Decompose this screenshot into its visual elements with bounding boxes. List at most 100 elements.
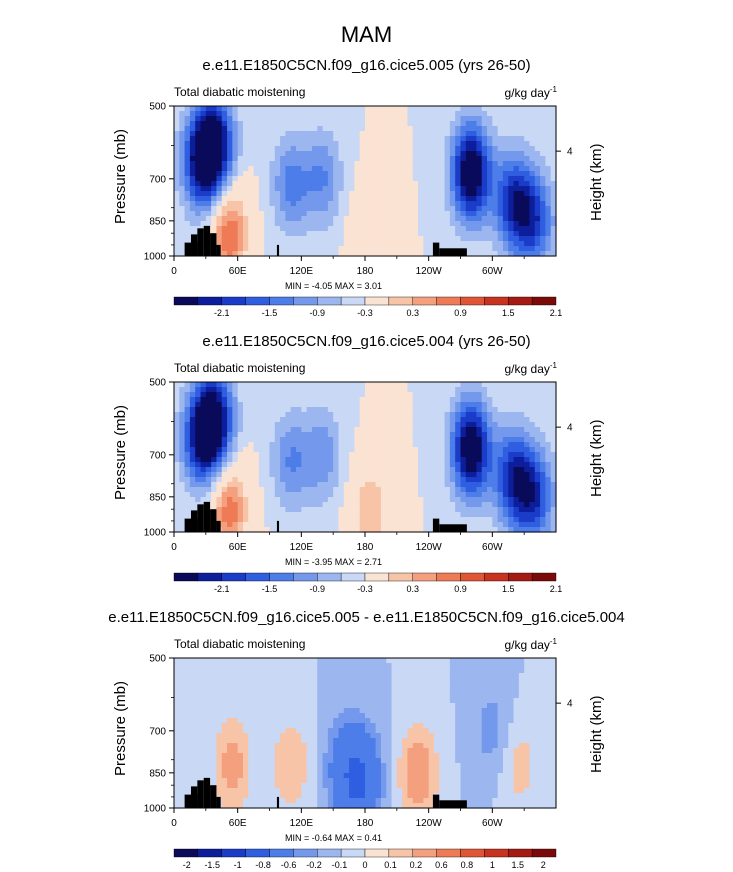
heatmap-cell xyxy=(428,121,435,127)
heatmap-cell xyxy=(423,121,430,127)
heatmap-cell xyxy=(508,452,515,458)
heatmap-cell xyxy=(487,477,493,483)
heatmap-cell xyxy=(433,221,440,227)
heatmap-cell xyxy=(508,442,515,448)
heatmap-cell xyxy=(200,186,207,192)
heatmap-cell xyxy=(518,527,525,533)
heatmap-cell xyxy=(317,226,324,232)
heatmap-cell xyxy=(227,738,233,744)
heatmap-cell xyxy=(184,773,191,779)
heatmap-cell xyxy=(184,482,191,488)
heatmap-cell xyxy=(402,487,409,493)
heatmap-cell xyxy=(492,206,499,212)
heatmap-cell xyxy=(343,527,350,533)
heatmap-cell xyxy=(232,743,239,749)
heatmap-cell xyxy=(227,236,233,242)
heatmap-cell xyxy=(476,121,483,127)
heatmap-cell xyxy=(189,146,196,152)
heatmap-cell xyxy=(195,141,202,147)
heatmap-cell xyxy=(428,457,435,463)
heatmap-cell xyxy=(232,718,239,724)
heatmap-cell xyxy=(497,151,504,157)
heatmap-cell xyxy=(211,417,218,423)
heatmap-cell xyxy=(184,432,191,438)
heatmap-cell xyxy=(184,708,191,714)
heatmap-cell xyxy=(248,437,255,443)
heatmap-cell xyxy=(189,778,196,784)
heatmap-cell xyxy=(375,141,382,147)
heatmap-cell xyxy=(258,151,265,157)
heatmap-cell xyxy=(540,507,546,513)
heatmap-cell xyxy=(264,397,271,403)
heatmap-cell xyxy=(274,136,281,142)
heatmap-cell xyxy=(211,407,218,413)
heatmap-cell xyxy=(174,668,180,674)
heatmap-cell xyxy=(407,111,414,117)
heatmap-cell xyxy=(412,497,419,503)
colorbar-swatch xyxy=(293,296,318,306)
heatmap-cell xyxy=(359,126,366,132)
heatmap-cell xyxy=(354,412,361,418)
heatmap-cell xyxy=(449,417,456,423)
heatmap-cell xyxy=(211,472,218,478)
heatmap-cell xyxy=(343,141,350,147)
heatmap-cell xyxy=(338,126,345,132)
heatmap-cell xyxy=(211,146,218,152)
heatmap-cell xyxy=(433,502,440,508)
heatmap-cell xyxy=(370,442,377,448)
heatmap-cell xyxy=(375,492,382,498)
heatmap-cell xyxy=(465,196,472,202)
heatmap-cell xyxy=(449,106,456,112)
heatmap-cell xyxy=(370,402,377,408)
heatmap-cell xyxy=(402,527,409,533)
heatmap-cell xyxy=(433,422,440,428)
heatmap-cell xyxy=(460,156,467,162)
heatmap-cell xyxy=(534,507,541,513)
heatmap-cell xyxy=(232,417,239,423)
heatmap-cell xyxy=(529,407,536,413)
heatmap-cell xyxy=(396,402,403,408)
heatmap-cell xyxy=(492,221,499,227)
heatmap-cell xyxy=(540,251,546,257)
colorbar-swatch xyxy=(173,572,199,582)
heatmap-cell xyxy=(189,733,196,739)
heatmap-cell xyxy=(471,111,478,117)
heatmap-cell xyxy=(460,171,467,177)
heatmap-cell xyxy=(460,497,467,503)
heatmap-cell xyxy=(232,136,239,142)
heatmap-cell xyxy=(264,201,271,207)
heatmap-cell xyxy=(227,673,233,679)
x-tick-label: 120E xyxy=(290,542,314,553)
heatmap-cell xyxy=(391,417,398,423)
heatmap-cell xyxy=(232,452,239,458)
heatmap-cell xyxy=(354,151,361,157)
heatmap-cell xyxy=(497,522,504,528)
heatmap-cell xyxy=(412,196,419,202)
heatmap-cell xyxy=(550,497,557,503)
heatmap-cell xyxy=(184,397,191,403)
y-right-tick-label: 4 xyxy=(567,423,573,434)
heatmap-cell xyxy=(471,181,478,187)
heatmap-cell xyxy=(380,136,387,142)
heatmap-cell xyxy=(508,161,515,167)
heatmap-cell xyxy=(545,231,552,237)
heatmap-cell xyxy=(216,151,223,157)
heatmap-cell xyxy=(327,447,334,453)
heatmap-cell xyxy=(253,522,260,528)
heatmap-cell xyxy=(359,442,366,448)
heatmap-cell xyxy=(274,161,281,167)
heatmap-cell xyxy=(396,477,403,483)
heatmap-cell xyxy=(455,231,462,237)
heatmap-cell xyxy=(359,467,366,473)
heatmap-cell xyxy=(269,477,276,483)
heatmap-cell xyxy=(333,412,340,418)
heatmap-cell xyxy=(216,166,223,172)
heatmap-cell xyxy=(433,507,440,513)
heatmap-cell xyxy=(237,136,244,142)
heatmap-cell xyxy=(205,477,212,483)
heatmap-cell xyxy=(396,226,403,232)
heatmap-cell xyxy=(370,196,377,202)
heatmap-cell xyxy=(317,106,324,112)
heatmap-cell xyxy=(237,718,244,724)
